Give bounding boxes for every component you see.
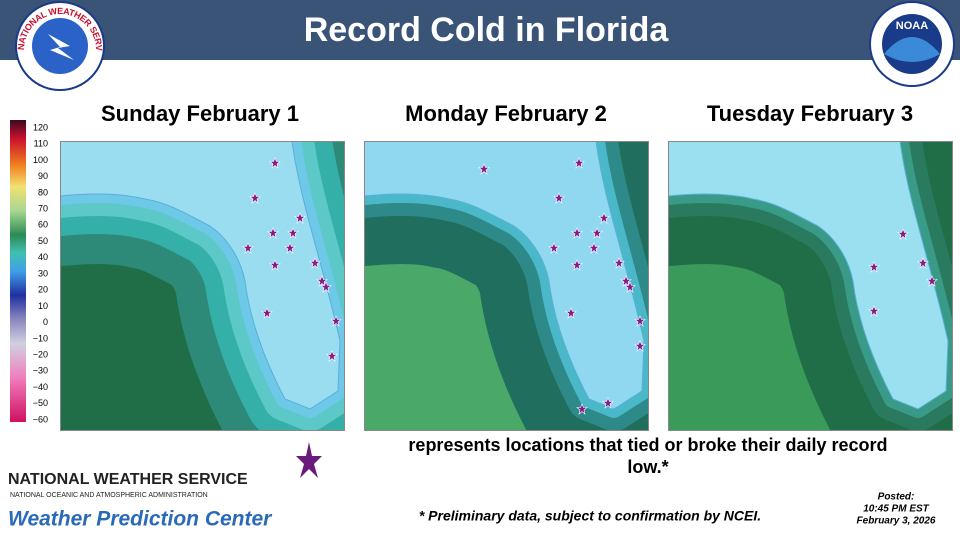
record-star <box>269 259 281 271</box>
colorbar-label: 110 <box>34 139 48 149</box>
record-star <box>624 281 636 293</box>
record-star <box>591 227 603 239</box>
title: Record Cold in Florida <box>304 11 670 49</box>
record-star <box>284 242 296 254</box>
colorbar-label: 50 <box>38 236 48 246</box>
map-panel <box>60 141 345 431</box>
colorbar-label: 30 <box>38 268 48 278</box>
colorbar-label: 20 <box>38 285 48 295</box>
record-star <box>917 257 929 269</box>
panel-title: Sunday February 1 <box>101 101 299 126</box>
colorbar-label: 70 <box>38 203 48 213</box>
colorbar-label: 100 <box>33 155 48 165</box>
record-star <box>634 315 646 327</box>
record-star <box>571 259 583 271</box>
record-star <box>261 307 273 319</box>
colorbar-label: −30 <box>33 366 48 376</box>
record-star <box>548 242 560 254</box>
record-star <box>868 305 880 317</box>
record-star <box>576 403 588 415</box>
logo-text: NOAA <box>896 20 928 32</box>
colorbar-label: −10 <box>33 333 48 343</box>
colorbar-label: 10 <box>38 301 48 311</box>
record-star <box>287 227 299 239</box>
map-frame <box>60 141 345 431</box>
record-star <box>553 192 565 204</box>
record-star <box>267 227 279 239</box>
posted: 10:45 PM EST <box>863 504 929 515</box>
posted: Posted: <box>878 492 915 503</box>
colorbar-label: 80 <box>38 187 48 197</box>
record-star <box>588 242 600 254</box>
record-star <box>326 350 338 362</box>
colorbar-label: −50 <box>33 398 48 408</box>
record-star <box>573 157 585 169</box>
map-panel <box>364 141 649 431</box>
map-panel <box>668 141 953 431</box>
footer-note: * Preliminary data, subject to confirmat… <box>419 508 761 524</box>
header-bar <box>0 0 960 60</box>
posted: February 3, 2026 <box>857 516 936 527</box>
record-star <box>598 212 610 224</box>
panel-title: Monday February 2 <box>405 101 607 126</box>
record-star <box>309 257 321 269</box>
colorbar-label: 40 <box>38 252 48 262</box>
footer-center: Weather Prediction Center <box>8 508 273 531</box>
colorbar-label: 120 <box>33 122 48 132</box>
colorbar-label: 0 <box>43 317 48 327</box>
colorbar-label: −40 <box>33 382 48 392</box>
record-star <box>320 281 332 293</box>
record-star <box>478 163 490 175</box>
colorbar <box>10 120 26 422</box>
record-star <box>330 315 342 327</box>
record-star <box>316 275 328 287</box>
record-star <box>620 275 632 287</box>
legend-text: represents locations that tied or broke … <box>408 435 887 455</box>
footer-agency: NATIONAL WEATHER SERVICE <box>8 471 248 488</box>
record-star <box>571 227 583 239</box>
record-star <box>249 192 261 204</box>
record-star <box>565 307 577 319</box>
record-star <box>269 157 281 169</box>
panel-title: Tuesday February 3 <box>707 101 913 126</box>
colorbar-label: 60 <box>38 220 48 230</box>
legend-star <box>296 442 322 478</box>
record-star <box>868 261 880 273</box>
record-star <box>613 257 625 269</box>
record-star <box>897 228 909 240</box>
legend-text: low.* <box>627 457 668 477</box>
colorbar-label: −60 <box>33 414 48 424</box>
colorbar-label: 90 <box>38 171 48 181</box>
footer-agency-sub: NATIONAL OCEANIC AND ATMOSPHERIC ADMINIS… <box>10 492 208 499</box>
record-star <box>926 275 938 287</box>
colorbar-label: −20 <box>33 349 48 359</box>
record-star <box>242 242 254 254</box>
record-star <box>602 397 614 409</box>
noaa-logo: NOAA <box>869 1 955 87</box>
record-star <box>294 212 306 224</box>
record-star <box>634 340 646 352</box>
map-frame <box>668 141 953 431</box>
map-frame <box>364 141 649 431</box>
